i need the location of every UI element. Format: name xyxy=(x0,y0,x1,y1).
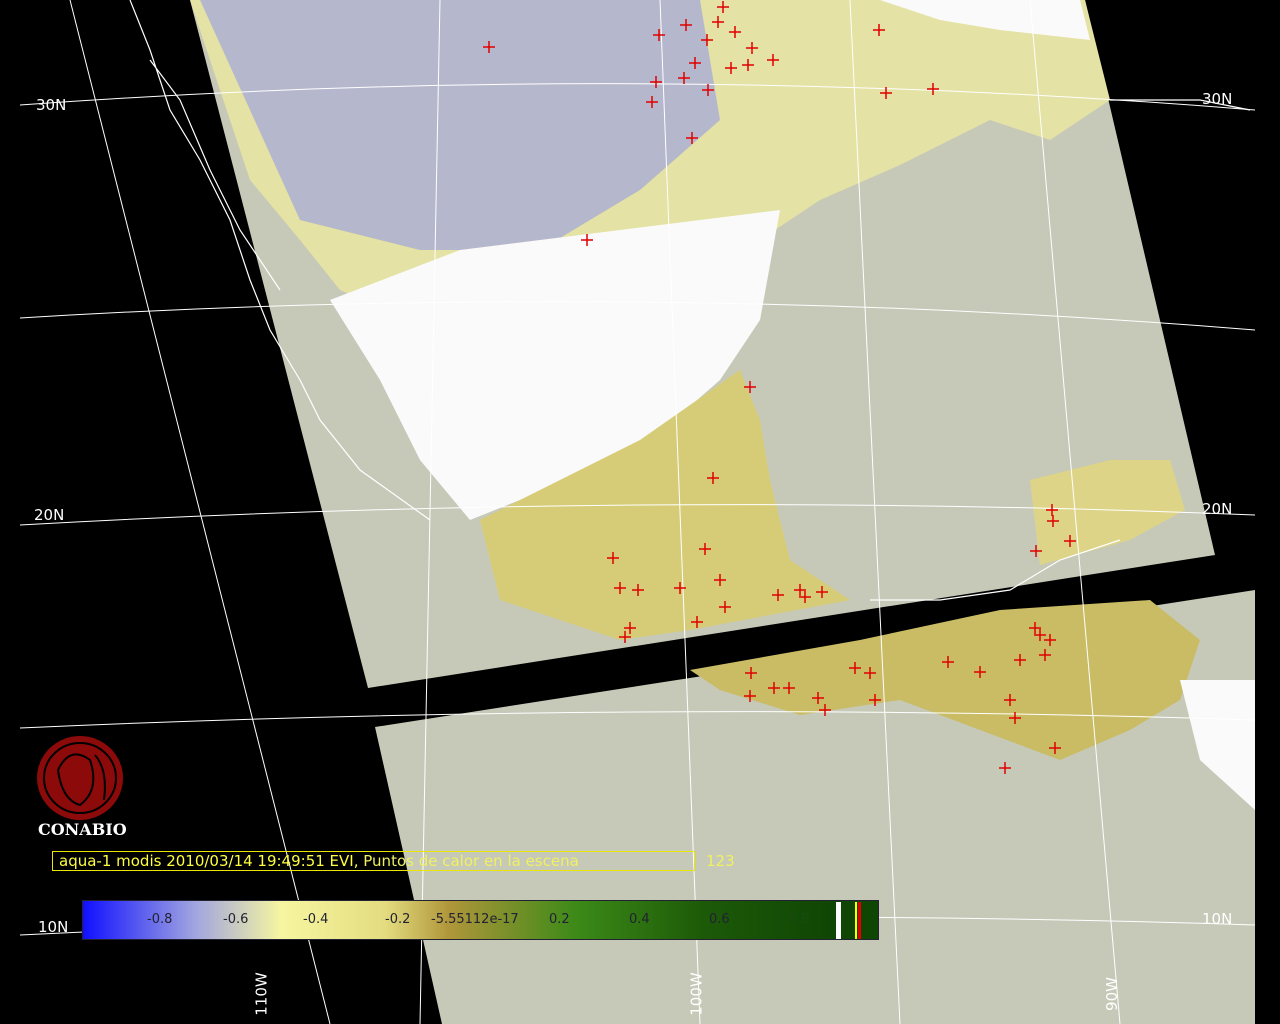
fire-marker xyxy=(1049,742,1061,754)
fire-marker xyxy=(974,666,986,678)
colorbar-tick: 0.2 xyxy=(549,912,570,927)
fire-marker xyxy=(1029,622,1041,634)
fire-marker xyxy=(632,584,644,596)
fire-marker xyxy=(799,591,811,603)
fire-marker xyxy=(725,62,737,74)
fire-marker xyxy=(772,589,784,601)
fire-marker xyxy=(619,631,631,643)
lon-label-90w: 90W xyxy=(1102,977,1121,1011)
coastline xyxy=(129,0,1251,601)
fire-marker xyxy=(717,1,729,13)
fire-marker xyxy=(678,72,690,84)
fire-marker xyxy=(745,667,757,679)
fire-marker xyxy=(581,234,593,246)
fire-marker xyxy=(880,87,892,99)
evi-colorbar: -0.8 -0.6 -0.4 -0.2 -5.55112e-17 0.2 0.4… xyxy=(82,900,879,940)
caption-suffix: Puntos de calor en la escena xyxy=(358,852,579,870)
fire-marker xyxy=(701,34,713,46)
fire-marker xyxy=(942,656,954,668)
fire-marker xyxy=(719,601,731,613)
logo-text: CONABIO xyxy=(38,820,127,839)
fire-yellow-swatch xyxy=(855,902,857,939)
colorbar-tick: 0.8 xyxy=(789,912,810,927)
lat-label-20n: 20N xyxy=(34,506,65,524)
caption-prefix: aqua-1 modis 2010/03/14 19:49:51 EVI, xyxy=(59,852,359,870)
lat-label-10n-right: 10N xyxy=(1202,910,1233,928)
fire-marker xyxy=(712,16,724,28)
lat-label-10n: 10N xyxy=(38,918,69,936)
fire-markers xyxy=(483,1,1076,774)
cloud-white-central xyxy=(330,210,780,520)
fire-marker xyxy=(1030,545,1042,557)
fire-marker xyxy=(686,132,698,144)
fire-marker xyxy=(646,96,658,108)
central-america-land xyxy=(690,600,1200,760)
fire-marker xyxy=(869,694,881,706)
fire-marker xyxy=(873,24,885,36)
fire-marker xyxy=(744,690,756,702)
colorbar-tick: -0.4 xyxy=(303,912,329,927)
fire-marker xyxy=(650,76,662,88)
fire-marker xyxy=(689,57,701,69)
fire-marker xyxy=(849,662,861,674)
fire-marker xyxy=(812,692,824,704)
fire-marker xyxy=(653,29,665,41)
fire-marker xyxy=(714,574,726,586)
fire-marker xyxy=(864,667,876,679)
fire-marker xyxy=(1034,629,1046,641)
fire-marker xyxy=(1044,634,1056,646)
lon-label-110w: 110W xyxy=(252,972,271,1016)
scene-caption: aqua-1 modis 2010/03/14 19:49:51 EVI, Pu… xyxy=(52,851,695,871)
fire-count: 123 xyxy=(706,852,735,870)
cloud-white-north xyxy=(880,0,1090,40)
fire-marker xyxy=(1046,504,1058,516)
fire-marker xyxy=(742,59,754,71)
fire-marker xyxy=(927,83,939,95)
fire-marker xyxy=(1064,535,1076,547)
fire-marker xyxy=(746,42,758,54)
fire-marker xyxy=(707,472,719,484)
fire-red-swatch xyxy=(858,902,861,939)
fire-marker xyxy=(680,19,692,31)
fire-marker xyxy=(1047,515,1059,527)
fire-marker xyxy=(1004,694,1016,706)
fire-marker xyxy=(702,84,714,96)
fire-marker xyxy=(767,54,779,66)
land-lower-right xyxy=(1180,680,1255,810)
lat-label-20n-right: 20N xyxy=(1202,500,1233,518)
lon-label-100w: 100W xyxy=(687,972,706,1016)
fire-marker xyxy=(614,582,626,594)
fire-marker xyxy=(816,586,828,598)
fire-marker xyxy=(729,26,741,38)
cloud-cover-north xyxy=(200,0,720,250)
fire-marker xyxy=(607,552,619,564)
fire-marker xyxy=(1009,712,1021,724)
fire-marker xyxy=(674,582,686,594)
fire-marker xyxy=(699,543,711,555)
fire-marker xyxy=(783,682,795,694)
fire-marker xyxy=(819,704,831,716)
fire-marker xyxy=(1039,649,1051,661)
colorbar-tick: 0.6 xyxy=(709,912,730,927)
colorbar-tick: -0.6 xyxy=(223,912,249,927)
lat-label-30n-right: 30N xyxy=(1202,90,1233,108)
fire-marker xyxy=(794,584,806,596)
yucatan-land xyxy=(1030,460,1185,565)
fire-marker xyxy=(999,762,1011,774)
fire-marker xyxy=(768,682,780,694)
lat-label-30n: 30N xyxy=(36,96,67,114)
fire-marker xyxy=(744,381,756,393)
fire-marker xyxy=(1014,654,1026,666)
fire-marker xyxy=(483,41,495,53)
colorbar-tick: -0.8 xyxy=(147,912,173,927)
colorbar-tick: -5.55112e-17 xyxy=(431,912,519,927)
colorbar-tick: 0.4 xyxy=(629,912,650,927)
colorbar-tick: -0.2 xyxy=(385,912,411,927)
fire-marker xyxy=(624,622,636,634)
fire-marker xyxy=(691,616,703,628)
cloud-color-swatch xyxy=(836,902,841,939)
